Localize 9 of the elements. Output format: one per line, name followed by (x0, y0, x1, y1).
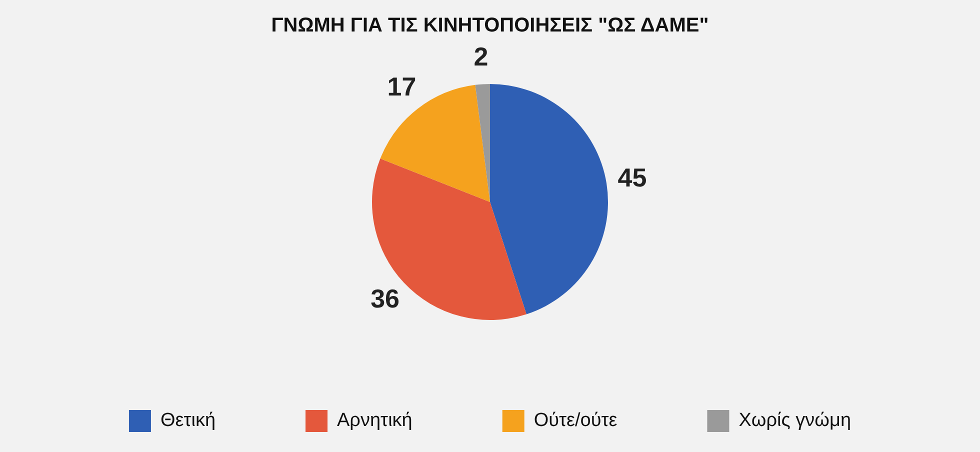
data-label: 36 (370, 284, 400, 314)
legend-label: Ούτε/ούτε (534, 410, 618, 432)
legend-label: Θετική (160, 410, 216, 432)
data-label: 2 (474, 41, 488, 72)
legend-label: Αρνητική (337, 410, 412, 432)
chart-title: ΓΝΩΜΗ ΓΙΑ ΤΙΣ ΚΙΝΗΤΟΠΟΙΗΣΕΙΣ "ΩΣ ΔΑΜΕ" (271, 14, 709, 37)
data-label: 45 (618, 162, 647, 193)
legend-label: Χωρίς γνώμη (738, 410, 852, 432)
data-label: 17 (387, 71, 416, 102)
